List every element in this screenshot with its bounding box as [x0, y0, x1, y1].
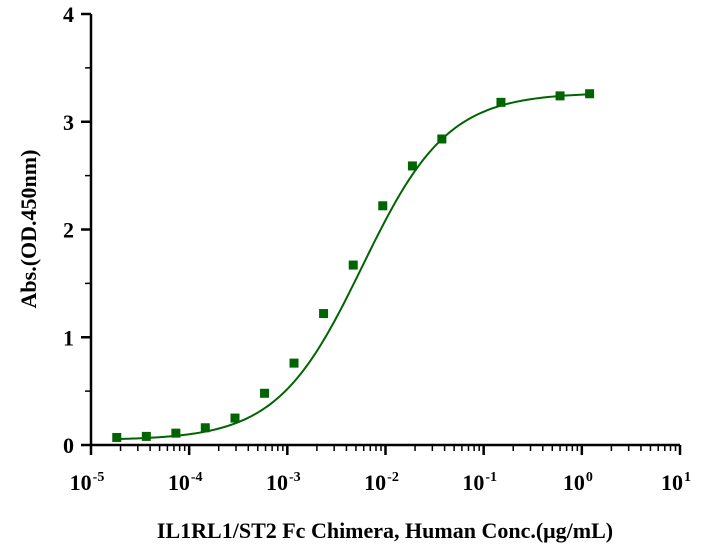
y-tick-label: 0: [63, 433, 74, 458]
data-point: [171, 428, 181, 438]
x-tick-label: 100: [563, 470, 593, 495]
y-tick-label: 1: [63, 325, 74, 350]
data-point: [496, 97, 506, 107]
data-point: [348, 260, 358, 270]
x-tick-label: 10-3: [266, 470, 301, 495]
y-axis-title: Abs.(OD.450nm): [16, 150, 41, 309]
data-point: [407, 161, 417, 171]
data-point: [260, 388, 270, 398]
x-tick-label: 10-5: [70, 470, 105, 495]
x-tick-label: 10-2: [364, 470, 399, 495]
data-point: [112, 432, 122, 442]
data-point: [200, 423, 210, 433]
y-tick-label: 2: [63, 218, 74, 243]
data-point: [319, 309, 329, 319]
fit-curve: [116, 93, 590, 441]
data-point: [378, 201, 388, 211]
x-axis-ticks: 10-5 10-4 10-3 10-2 10-1 100 101: [70, 445, 691, 495]
x-tick-label: 10-4: [168, 470, 203, 495]
y-axis-ticks: 0 1 2 3 4: [63, 2, 91, 458]
x-axis-title: IL1RL1/ST2 Fc Chimera, Human Conc.(μg/mL…: [157, 518, 613, 543]
data-point: [141, 431, 151, 441]
data-point: [230, 413, 240, 423]
data-point: [289, 358, 299, 368]
data-point: [437, 134, 447, 144]
x-tick-label: 101: [661, 470, 691, 495]
data-point: [585, 89, 595, 99]
data-point: [555, 91, 565, 101]
y-tick-label: 3: [63, 110, 74, 135]
data-points: [112, 89, 595, 442]
x-tick-label: 10-1: [462, 470, 497, 495]
y-tick-label: 4: [63, 2, 74, 27]
fit-curve-group: [116, 93, 590, 441]
